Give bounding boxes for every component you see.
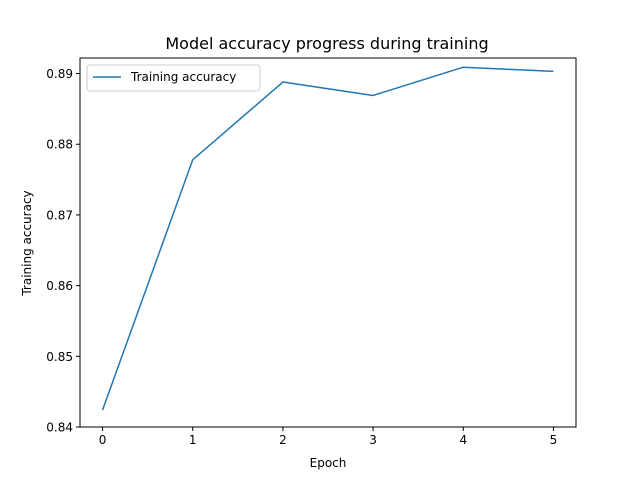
y-tick-label: 0.87 [46, 208, 73, 222]
x-tick-label: 5 [550, 433, 558, 447]
y-tick-label: 0.86 [46, 279, 73, 293]
series-lines [101, 66, 554, 411]
y-tick-label: 0.84 [46, 421, 73, 435]
series-line-training-accuracy [101, 66, 554, 411]
x-tick-label: 3 [369, 433, 377, 447]
legend-box [86, 64, 261, 92]
y-tick-label: 0.88 [46, 138, 73, 152]
x-axis-ticks: 0 1 2 3 4 5 [99, 427, 558, 447]
y-tick-label: 0.85 [46, 350, 73, 364]
chart-title: Model accuracy progress during training [165, 34, 488, 53]
x-tick-label: 1 [189, 433, 197, 447]
y-tick-label: 0.89 [46, 67, 73, 81]
x-tick-label: 2 [279, 433, 287, 447]
x-axis-label: Epoch [310, 456, 347, 470]
legend: Training accuracy [86, 64, 261, 92]
y-axis-label: Training accuracy [20, 190, 34, 296]
plot-area-frame [79, 57, 577, 428]
legend-label: Training accuracy [130, 70, 236, 84]
y-axis-ticks: 0.84 0.85 0.86 0.87 0.88 0.89 [46, 67, 80, 435]
x-tick-label: 0 [99, 433, 107, 447]
x-tick-label: 4 [459, 433, 467, 447]
